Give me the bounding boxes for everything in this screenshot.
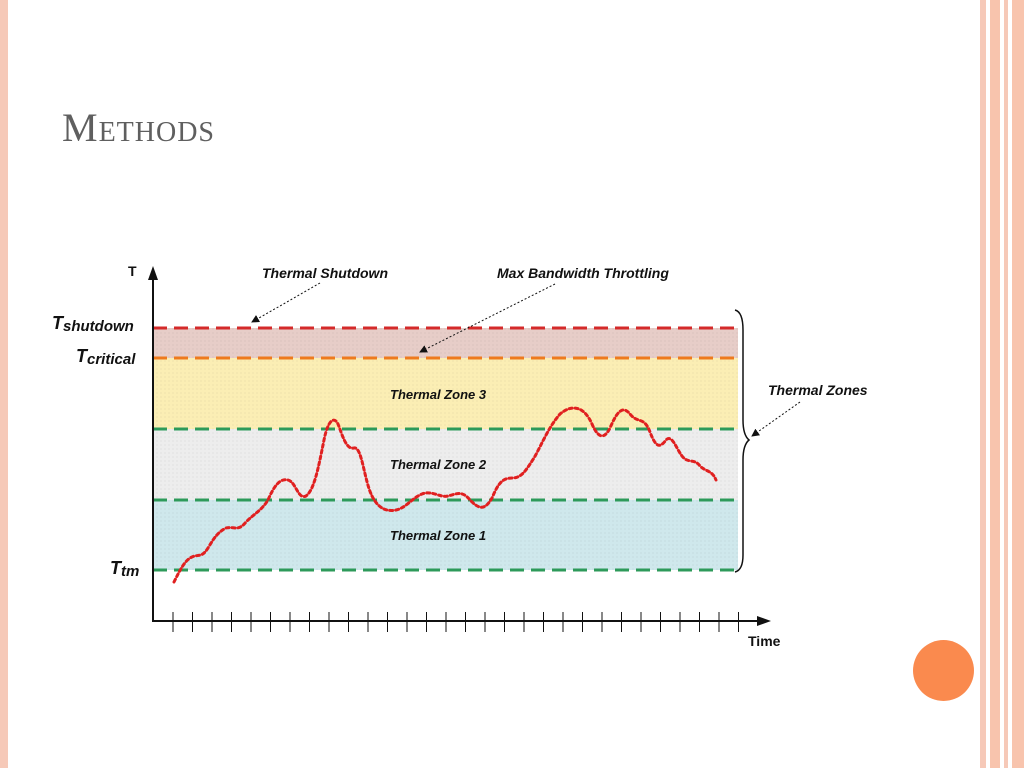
- max-bandwidth-pointer: [419, 283, 556, 353]
- right-decorative-stripes: [976, 0, 1024, 768]
- thermal-zones-annotation: Thermal Zones: [768, 382, 868, 398]
- decorative-orange-circle: [913, 640, 974, 701]
- t-critical-label: Tcritical: [76, 346, 136, 368]
- zone-3-label: Thermal Zone 3: [390, 387, 487, 402]
- zone-1-label: Thermal Zone 1: [390, 528, 486, 543]
- zone-2-label: Thermal Zone 2: [390, 457, 487, 472]
- max-bandwidth-annotation: Max Bandwidth Throttling: [497, 265, 669, 281]
- left-decorative-bar: [0, 0, 8, 768]
- thermal-zones-brace: [734, 309, 751, 573]
- slide-title: Methods: [62, 105, 216, 150]
- y-axis-label: T: [128, 263, 137, 279]
- x-axis-ticks: [172, 612, 739, 632]
- thermal-zones-pointer: [751, 401, 801, 437]
- thermal-shutdown-annotation: Thermal Shutdown: [262, 265, 388, 281]
- x-axis-arrow: [757, 616, 771, 626]
- y-axis-arrow: [148, 266, 158, 280]
- t-shutdown-label: Tshutdown: [52, 313, 134, 335]
- t-tm-label: Ttm: [110, 558, 139, 580]
- temperature-trace: [172, 406, 718, 584]
- thermal-shutdown-pointer: [251, 282, 321, 323]
- x-axis-label: Time: [748, 633, 781, 649]
